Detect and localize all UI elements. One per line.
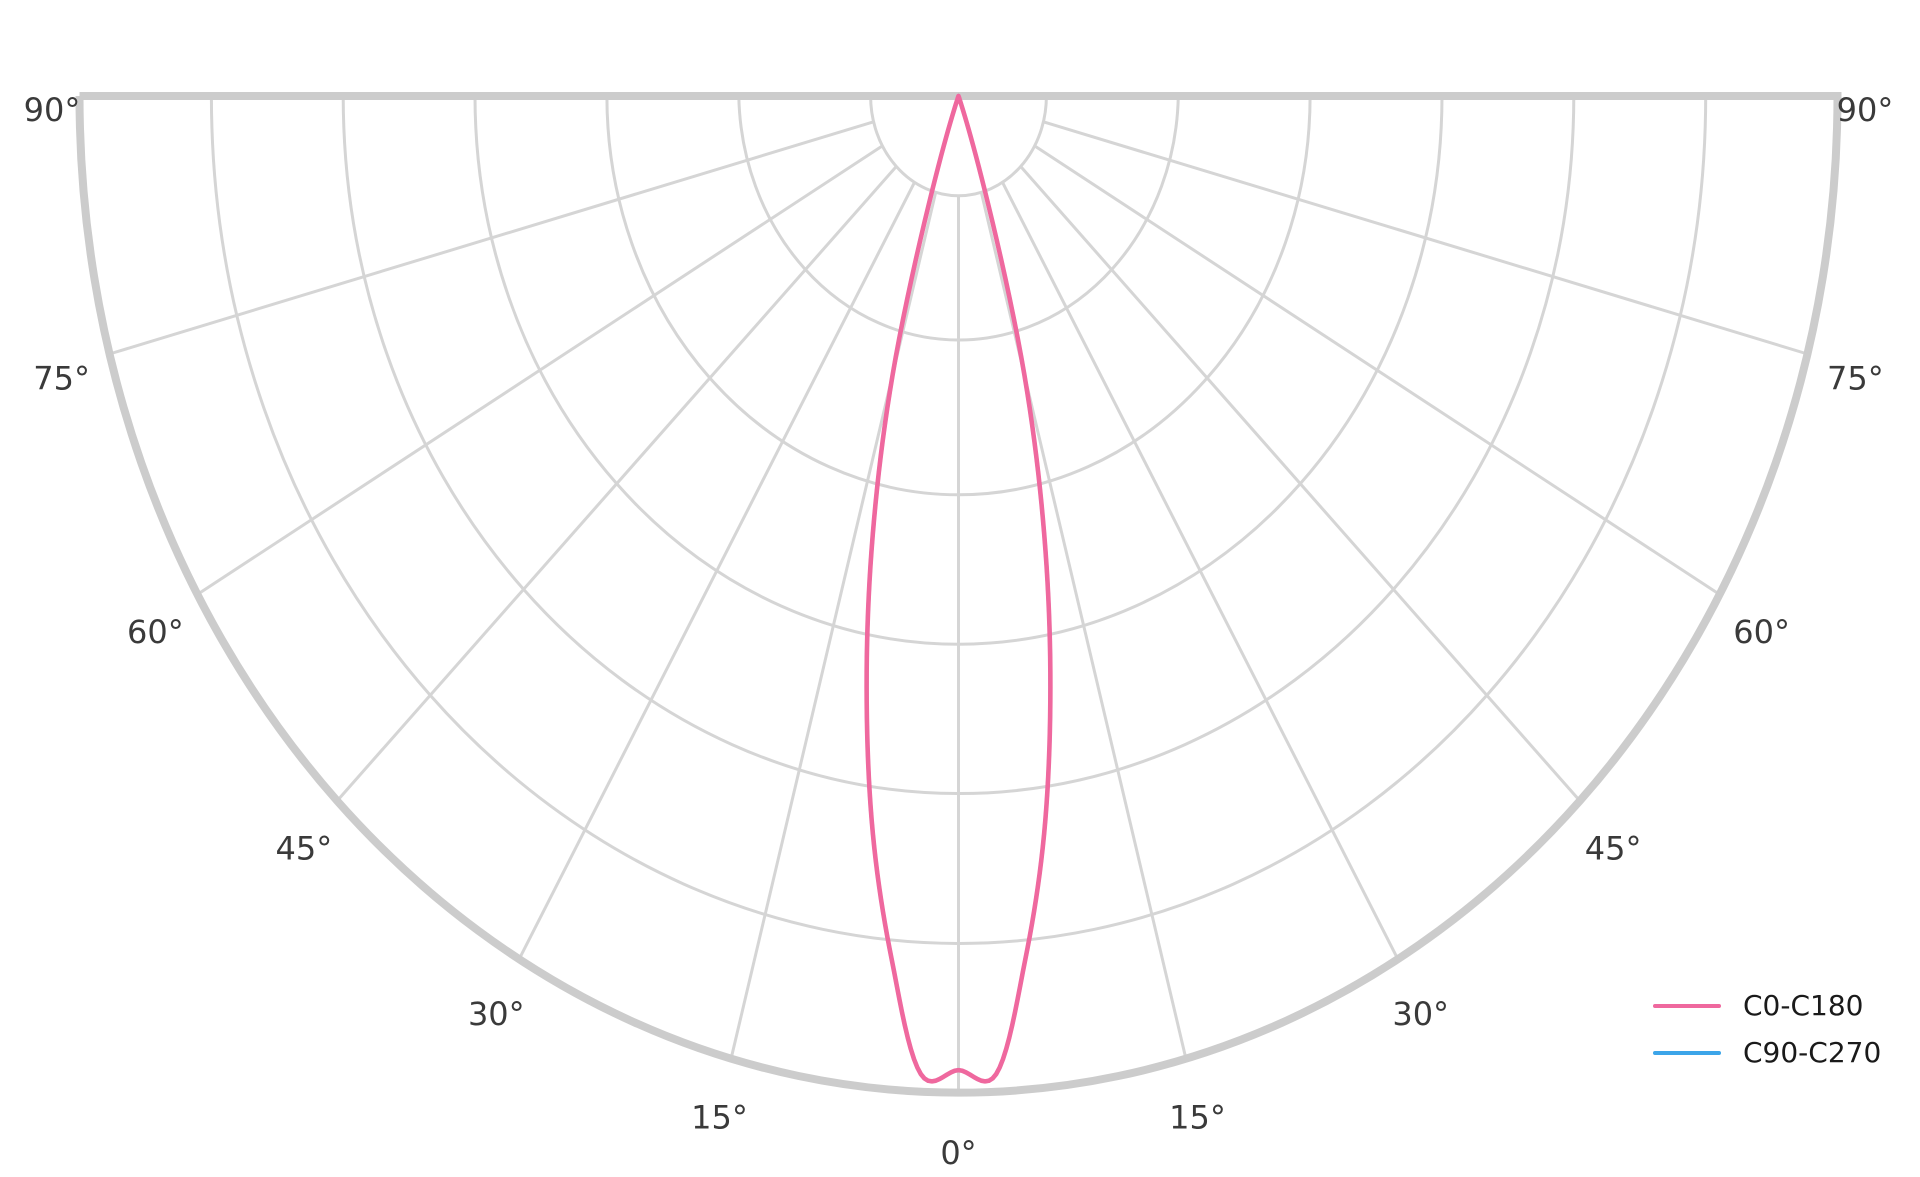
legend: C0-C180 C90-C270	[1653, 982, 1881, 1076]
radial-gridline	[1001, 181, 1400, 961]
angle-tick-label: 45°	[276, 830, 333, 868]
angle-tick-label: 75°	[1827, 360, 1884, 398]
ring-gridline	[869, 95, 1048, 198]
legend-label-c0-c180: C0-C180	[1743, 989, 1864, 1022]
radial-gridline	[196, 144, 884, 596]
outer-spine	[75, 92, 1842, 1097]
radial-gridline	[1033, 144, 1721, 596]
angle-tick-label: 30°	[468, 995, 525, 1033]
angle-tick-label: 75°	[33, 360, 90, 398]
legend-entry-c90-c270: C90-C270	[1653, 1029, 1881, 1076]
angle-tick-label: 60°	[127, 613, 184, 651]
curve-c0-c180	[864, 93, 1053, 1084]
angle-tick-label: 15°	[691, 1099, 748, 1137]
angle-tick-labels: 0° 15° 15° 30° 30° 45° 45° 60° 60° 75° 75° 90° 90°	[24, 91, 1894, 1172]
angle-tick-label: 0°	[940, 1134, 976, 1172]
radial-gridline	[335, 165, 898, 802]
radial-gridline	[517, 181, 916, 961]
angle-tick-label: 45°	[1585, 830, 1642, 868]
angle-tick-label: 15°	[1169, 1099, 1226, 1137]
radial-gridline	[1042, 120, 1808, 356]
angle-tick-label: 90°	[1837, 91, 1894, 129]
angle-tick-label: 90°	[24, 91, 81, 129]
radial-gridline	[729, 191, 938, 1060]
angle-tick-label: 30°	[1392, 995, 1449, 1033]
legend-line-swatch-c0-c180	[1653, 1003, 1721, 1008]
radial-gridline	[979, 191, 1188, 1060]
legend-line-swatch-c90-c270	[1653, 1050, 1721, 1055]
radial-gridline	[109, 120, 875, 356]
legend-label-c90-c270: C90-C270	[1743, 1036, 1882, 1069]
radial-gridline	[1019, 165, 1582, 802]
legend-entry-c0-c180: C0-C180	[1653, 982, 1881, 1029]
angle-tick-label: 60°	[1733, 613, 1790, 651]
